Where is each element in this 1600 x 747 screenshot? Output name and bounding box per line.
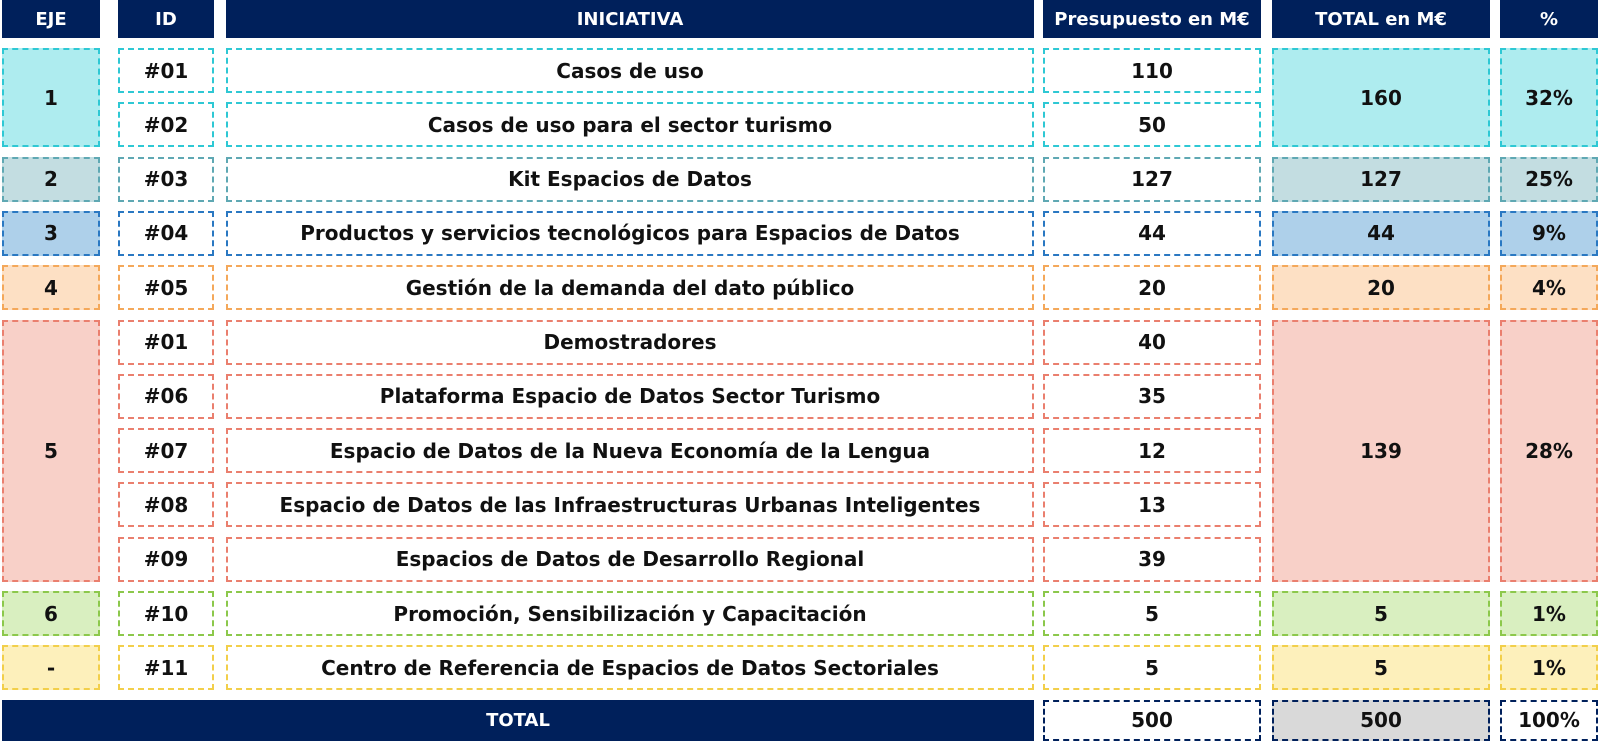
header-id: ID xyxy=(118,0,214,38)
iniciativa-cell: Espacio de Datos de las Infraestructuras… xyxy=(226,482,1034,528)
total-cell: 44 xyxy=(1272,210,1490,256)
presupuesto-cell: 40 xyxy=(1043,319,1261,365)
pct-cell: 1% xyxy=(1500,591,1598,636)
eje-cell: 2 xyxy=(2,156,100,202)
header-presupuesto: Presupuesto en M€ xyxy=(1043,0,1261,38)
total-label: TOTAL xyxy=(2,699,1034,741)
iniciativa-cell: Demostradores xyxy=(226,319,1034,365)
total-total: 500 xyxy=(1272,699,1490,741)
total-cell: 5 xyxy=(1272,645,1490,691)
presupuesto-cell: 44 xyxy=(1043,210,1261,256)
total-cell: 5 xyxy=(1272,591,1490,636)
id-cell: #01 xyxy=(118,48,214,93)
eje-cell: 6 xyxy=(2,591,100,636)
iniciativa-cell: Espacios de Datos de Desarrollo Regional xyxy=(226,536,1034,582)
header-pct: % xyxy=(1500,0,1598,38)
eje-cell: - xyxy=(2,645,100,691)
presupuesto-cell: 39 xyxy=(1043,536,1261,582)
presupuesto-cell: 12 xyxy=(1043,428,1261,474)
id-cell: #08 xyxy=(118,482,214,528)
iniciativa-cell: Productos y servicios tecnológicos para … xyxy=(226,210,1034,256)
id-cell: #09 xyxy=(118,536,214,582)
presupuesto-cell: 110 xyxy=(1043,48,1261,93)
id-cell: #10 xyxy=(118,591,214,636)
iniciativa-cell: Kit Espacios de Datos xyxy=(226,156,1034,202)
total-presupuesto: 500 xyxy=(1043,699,1261,741)
id-cell: #04 xyxy=(118,210,214,256)
id-cell: #07 xyxy=(118,428,214,474)
id-cell: #06 xyxy=(118,373,214,419)
iniciativa-cell: Centro de Referencia de Espacios de Dato… xyxy=(226,645,1034,691)
header-total: TOTAL en M€ xyxy=(1272,0,1490,38)
iniciativa-cell: Espacio de Datos de la Nueva Economía de… xyxy=(226,428,1034,474)
total-cell: 127 xyxy=(1272,156,1490,202)
pct-cell: 4% xyxy=(1500,265,1598,311)
iniciativa-cell: Casos de uso para el sector turismo xyxy=(226,102,1034,148)
id-cell: #05 xyxy=(118,265,214,311)
presupuesto-cell: 20 xyxy=(1043,265,1261,311)
pct-cell: 28% xyxy=(1500,319,1598,582)
presupuesto-cell: 127 xyxy=(1043,156,1261,202)
iniciativa-cell: Plataforma Espacio de Datos Sector Turis… xyxy=(226,373,1034,419)
header-iniciativa: INICIATIVA xyxy=(226,0,1034,38)
total-cell: 20 xyxy=(1272,265,1490,311)
total-cell: 139 xyxy=(1272,319,1490,582)
iniciativa-cell: Gestión de la demanda del dato público xyxy=(226,265,1034,311)
presupuesto-cell: 5 xyxy=(1043,645,1261,691)
presupuesto-cell: 35 xyxy=(1043,373,1261,419)
eje-cell: 5 xyxy=(2,319,100,582)
iniciativa-cell: Casos de uso xyxy=(226,48,1034,93)
presupuesto-cell: 50 xyxy=(1043,102,1261,148)
id-cell: #11 xyxy=(118,645,214,691)
pct-cell: 32% xyxy=(1500,48,1598,148)
pct-cell: 9% xyxy=(1500,210,1598,256)
id-cell: #01 xyxy=(118,319,214,365)
eje-cell: 4 xyxy=(2,265,100,311)
id-cell: #02 xyxy=(118,102,214,148)
presupuesto-cell: 5 xyxy=(1043,591,1261,636)
iniciativa-cell: Promoción, Sensibilización y Capacitació… xyxy=(226,591,1034,636)
id-cell: #03 xyxy=(118,156,214,202)
total-pct: 100% xyxy=(1500,699,1598,741)
pct-cell: 1% xyxy=(1500,645,1598,691)
pct-cell: 25% xyxy=(1500,156,1598,202)
header-eje: EJE xyxy=(2,0,100,38)
presupuesto-cell: 13 xyxy=(1043,482,1261,528)
eje-cell: 3 xyxy=(2,210,100,256)
eje-cell: 1 xyxy=(2,48,100,148)
total-cell: 160 xyxy=(1272,48,1490,148)
